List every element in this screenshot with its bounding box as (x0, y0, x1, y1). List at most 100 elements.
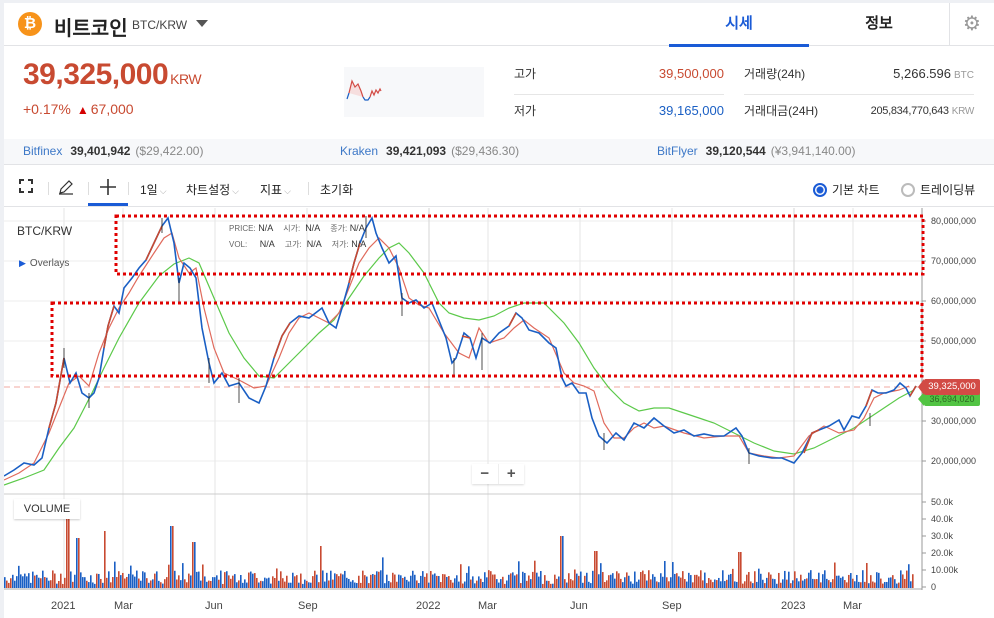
ma-value-tag: 36,694,020 (918, 392, 980, 406)
amount-label: 거래대금(24H) (744, 104, 819, 118)
zoom-in-button[interactable]: + (497, 464, 525, 484)
volume-row: 거래량(24h) 5,266.596 BTC (744, 63, 974, 95)
x-tick: Sep (662, 600, 682, 612)
exchange-foreign-price: (¥3,941,140.00) (770, 144, 856, 158)
amount-value: 205,834,770,643 (870, 105, 949, 117)
interval-label: 1일 (140, 183, 158, 197)
page: ₿ 비트코인 BTC/KRW 시세 정보 ⚙ 39,325,000 KRW +0.… (4, 3, 994, 618)
legend-key: 종가: (330, 224, 348, 233)
low-row: 저가 39,165,000 (514, 100, 724, 132)
exchange-prices: Bitfinex 39,401,942 ($29,422.00) Kraken 39,… (4, 139, 994, 165)
pencil-icon[interactable] (56, 178, 76, 198)
exchange-name[interactable]: Kraken (340, 144, 379, 158)
volume-label: 거래량(24h) (744, 67, 806, 81)
exchange-name[interactable]: BitFlyer (657, 144, 698, 158)
reset-button[interactable]: 초기화 (320, 183, 354, 197)
x-tick: Jun (570, 600, 588, 612)
volume-tick: 20.0k (931, 548, 954, 558)
x-tick: Jun (205, 600, 223, 612)
tab-info[interactable]: 정보 (865, 15, 893, 32)
volume-unit: BTC (954, 70, 974, 81)
amount-unit: KRW (951, 106, 975, 117)
exchange-name[interactable]: Bitfinex (23, 144, 63, 158)
y-tick: 50,000,000 (931, 336, 977, 346)
change-amount: 67,000 (90, 101, 134, 117)
fullscreen-icon[interactable] (16, 178, 36, 198)
legend-value: N/A (349, 223, 365, 233)
exchange-bitflyer: BitFlyer 39,120,544 (¥3,941,140.00) (657, 144, 855, 158)
volume-tick: 0 (931, 582, 937, 592)
high-label: 고가 (514, 67, 537, 81)
y-tick: 70,000,000 (931, 256, 977, 266)
current-price: 39,325,000 KRW (23, 58, 202, 92)
volume-value: 5,266.596 (893, 66, 951, 81)
low-label: 저가 (514, 104, 537, 118)
zoom-controls: − + (472, 464, 524, 484)
chart-settings-dropdown[interactable]: 차트설정 ⌵ (186, 181, 239, 198)
change-percent: +0.17% (23, 101, 71, 117)
x-tick: 2021 (51, 600, 76, 612)
coin-pair: BTC/KRW (132, 18, 188, 32)
y-tick: 60,000,000 (931, 296, 977, 306)
indicators-label: 지표 (260, 183, 283, 197)
high-value: 39,500,000 (658, 66, 724, 81)
overlays-label: Overlays (29, 258, 70, 269)
radio-selected-icon (813, 183, 827, 197)
exchange-kraken: Kraken 39,421,093 ($29,436.30) (340, 144, 519, 158)
volume-label: VOLUME (14, 499, 80, 519)
toolbar-divider (128, 182, 129, 195)
x-tick: Sep (298, 600, 318, 612)
legend-key: PRICE: (229, 224, 256, 233)
y-tick: 30,000,000 (931, 416, 977, 426)
chart-area[interactable]: BTC/KRW ▶ Overlays PRICE: N/A 시가: N/A 종가:… (4, 208, 994, 618)
price-chart[interactable] (4, 208, 994, 618)
radio-basic-chart[interactable]: 기본 차트 (813, 181, 880, 198)
volume-value-wrap: 5,266.596 BTC (893, 63, 974, 87)
overlays-toggle[interactable]: ▶ Overlays (19, 258, 69, 269)
toolbar-divider (48, 182, 49, 195)
toolbar-divider (308, 182, 309, 195)
volume-tick: 30.0k (931, 531, 954, 541)
legend-value: N/A (351, 239, 367, 249)
play-triangle-icon: ▶ (19, 258, 26, 268)
header: ₿ 비트코인 BTC/KRW 시세 정보 ⚙ (4, 3, 994, 47)
exchange-price: 39,120,544 (705, 144, 766, 158)
legend-value: N/A (258, 223, 274, 233)
price-change: +0.17% ▲ 67,000 (23, 101, 134, 117)
last-price-tag: 39,325,000 (918, 379, 980, 395)
legend-value: N/A (306, 239, 322, 249)
up-arrow-icon: ▲ (76, 103, 89, 117)
sparkline-chart (346, 79, 382, 101)
exchange-foreign-price: ($29,436.30) (451, 144, 520, 158)
chevron-down-icon: ⌵ (284, 186, 291, 196)
tab-price[interactable]: 시세 (669, 3, 809, 47)
radio-basic-label: 기본 차트 (832, 183, 880, 197)
bitcoin-logo-icon: ₿ (18, 12, 42, 36)
legend-key: 저가: (331, 240, 349, 249)
toolbar-divider (88, 182, 89, 195)
y-tick: 80,000,000 (931, 216, 977, 226)
price-value: 39,325,000 (23, 58, 169, 91)
amount-value-wrap: 205,834,770,643 KRW (870, 100, 975, 123)
high-row: 고가 39,500,000 (514, 63, 724, 95)
radio-tradingview[interactable]: 트레이딩뷰 (901, 181, 975, 198)
radio-tradingview-label: 트레이딩뷰 (920, 183, 976, 197)
ohlc-legend-row2: VOL: N/A 고가: N/A 저가: N/A (229, 239, 366, 250)
volume-tick: 50.0k (931, 497, 954, 507)
legend-key: 시가: (283, 224, 301, 233)
caret-down-icon[interactable] (196, 20, 208, 27)
exchange-foreign-price: ($29,422.00) (135, 144, 204, 158)
chart-symbol: BTC/KRW (17, 224, 73, 238)
indicators-dropdown[interactable]: 지표 ⌵ (260, 181, 291, 198)
exchange-price: 39,401,942 (70, 144, 131, 158)
active-tool-indicator (88, 203, 128, 206)
gear-icon[interactable]: ⚙ (949, 3, 994, 46)
crosshair-icon[interactable] (96, 178, 120, 198)
exchange-price: 39,421,093 (386, 144, 447, 158)
chart-settings-label: 차트설정 (186, 183, 231, 197)
volume-tick: 10.00k (931, 565, 959, 575)
x-tick: Mar (843, 600, 862, 612)
radio-unselected-icon (901, 183, 915, 197)
interval-dropdown[interactable]: 1일 ⌵ (140, 181, 167, 198)
zoom-out-button[interactable]: − (480, 465, 490, 482)
